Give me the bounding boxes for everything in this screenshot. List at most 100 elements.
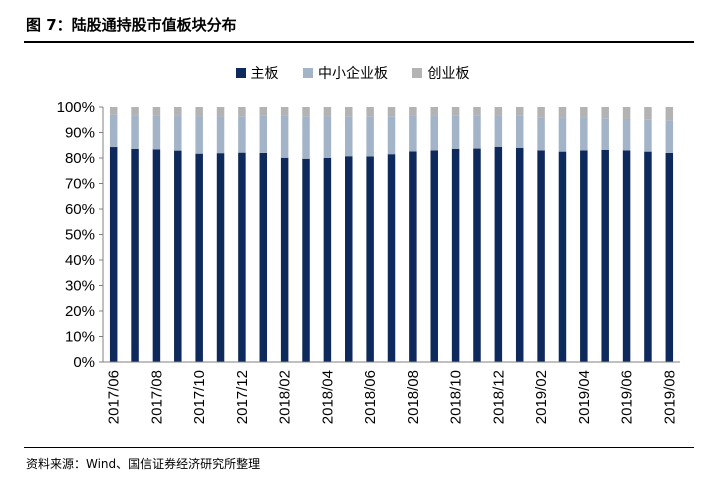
bar-segment-sme (216, 116, 225, 154)
legend-label-sme: 中小企业板 (318, 66, 388, 82)
bar-segment-sme (537, 117, 545, 151)
legend-swatch-main (235, 68, 246, 78)
bar-segment-sme (109, 114, 118, 148)
x-tick-label: 2017/06 (106, 370, 123, 424)
source-note: 资料来源：Wind、国信证券经济研究所整理 (26, 457, 261, 471)
bar-segment-main (515, 147, 524, 362)
bar-segment-main (580, 150, 588, 362)
bar-segment-chinext (238, 107, 246, 117)
bar-segment-sme (259, 115, 268, 153)
bar-segment-chinext (665, 107, 674, 121)
bar-segment-sme (302, 116, 310, 159)
bar-segment-chinext (580, 107, 588, 118)
x-tick-label: 2018/12 (490, 370, 507, 424)
bar-segment-chinext (216, 107, 225, 117)
bar-segment-sme (238, 116, 246, 153)
bar-segment-chinext (409, 107, 417, 116)
x-tick-label: 2019/06 (619, 370, 636, 424)
y-tick-label: 60% (65, 201, 95, 218)
x-tick-label: 2017/12 (234, 370, 251, 424)
x-tick-label: 2019/02 (533, 370, 550, 424)
bar-segment-sme (580, 117, 588, 151)
y-tick-label: 30% (65, 278, 95, 295)
x-tick-label: 2018/10 (448, 370, 465, 424)
bar-segment-chinext (109, 107, 118, 115)
bar-segment-chinext (622, 107, 631, 119)
x-tick-label: 2019/04 (576, 370, 593, 424)
bar-segment-chinext (174, 107, 182, 116)
bar-segment-sme (430, 115, 438, 151)
bar-segment-chinext (430, 107, 438, 116)
bar-segment-chinext (387, 107, 396, 117)
y-tick-label: 10% (65, 329, 95, 346)
bar-segment-main (280, 157, 289, 362)
bar-segment-sme (387, 116, 396, 155)
bar-segment-main (323, 158, 332, 362)
y-tick-label: 90% (65, 125, 95, 142)
bar-segment-chinext (323, 107, 332, 117)
y-tick-label: 20% (65, 303, 95, 320)
bar-segment-chinext (515, 107, 524, 116)
x-tick-label: 2018/02 (277, 370, 294, 424)
x-tick-label: 2018/08 (405, 370, 422, 424)
bar-segment-main (259, 152, 268, 362)
legend-label-main: 主板 (250, 66, 279, 82)
bar-segment-main (473, 148, 481, 362)
bar-segment-chinext (280, 107, 289, 116)
bar-segment-chinext (345, 107, 353, 117)
legend-item-main: 主板 (235, 63, 279, 83)
bar-segment-chinext (537, 107, 545, 118)
bar-segment-chinext (644, 107, 652, 120)
bar-segment-sme (131, 115, 139, 149)
bar-segment-sme (323, 116, 332, 158)
bar-segment-main (366, 156, 374, 362)
y-tick-label: 80% (65, 150, 95, 167)
bar-segment-main (302, 158, 310, 362)
bar-segment-sme (409, 115, 417, 152)
x-tick-label: 2018/06 (362, 370, 379, 424)
bar-segment-sme (665, 120, 674, 153)
bar-segment-main (409, 151, 417, 362)
bar-segment-sme (601, 118, 609, 150)
bar-segment-main (152, 149, 161, 362)
bar-segment-sme (473, 115, 481, 149)
bar-segment-chinext (494, 107, 503, 116)
legend-item-sme: 中小企业板 (303, 63, 388, 83)
y-tick-label: 50% (65, 227, 95, 244)
x-tick-label: 2019/08 (661, 370, 678, 424)
bar-segment-chinext (451, 107, 460, 116)
x-tick-label: 2017/08 (148, 370, 165, 424)
bar-segment-main (622, 150, 631, 362)
bar-segment-main (558, 151, 567, 363)
legend-label-chinext: 创业板 (427, 66, 470, 82)
bar-segment-sme (494, 115, 503, 147)
legend-swatch-chinext (412, 68, 423, 78)
bar-segment-main (131, 148, 139, 362)
x-tick-label: 2017/10 (191, 370, 208, 424)
bar-segment-chinext (473, 107, 481, 116)
bar-segment-sme (195, 116, 203, 154)
bar-segment-chinext (366, 107, 374, 117)
bar-segment-sme (280, 115, 289, 158)
legend-swatch-sme (303, 68, 313, 78)
bar-segment-main (451, 148, 460, 362)
bar-segment-sme (558, 117, 567, 152)
bar-segment-sme (152, 115, 161, 150)
bar-segment-sme (644, 119, 652, 152)
bar-segment-main (430, 150, 438, 362)
bar-segment-chinext (302, 107, 310, 117)
chart-legend: 主板 中小企业板 创业板 (0, 63, 705, 83)
y-tick-label: 40% (65, 252, 95, 269)
bar-segment-chinext (259, 107, 268, 116)
bar-segment-chinext (558, 107, 567, 118)
bar-segment-chinext (195, 107, 203, 117)
bar-segment-sme (366, 116, 374, 157)
y-tick-label: 0% (73, 354, 95, 371)
y-tick-label: 100% (57, 99, 95, 116)
x-tick-label: 2018/04 (319, 370, 336, 424)
bar-segment-main (109, 147, 118, 362)
bar-segment-main (665, 152, 674, 362)
bar-segment-sme (515, 115, 524, 148)
bar-segment-chinext (601, 107, 609, 119)
